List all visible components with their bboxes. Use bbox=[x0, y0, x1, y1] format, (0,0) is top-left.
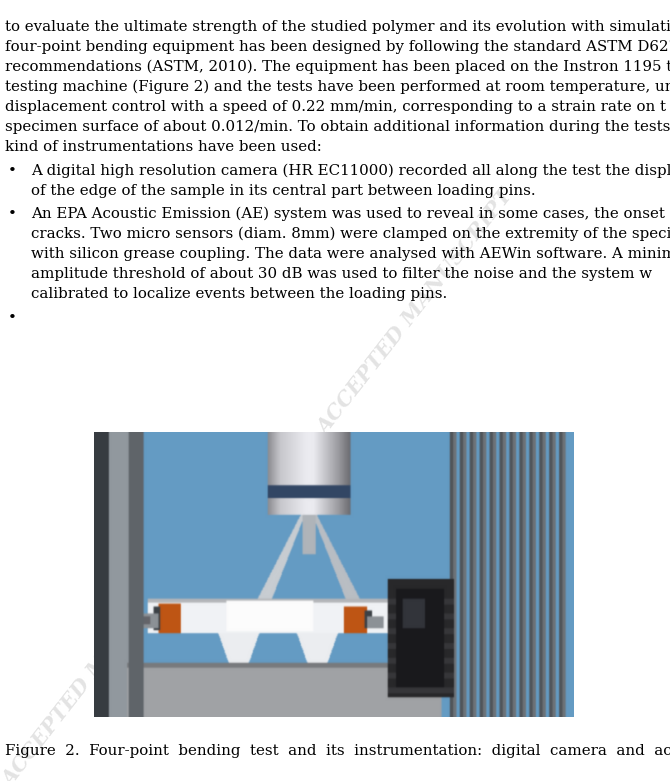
Text: testing machine (Figure 2) and the tests have been performed at room temperature: testing machine (Figure 2) and the tests… bbox=[5, 80, 670, 95]
Text: with silicon grease coupling. The data were analysed with AEWin software. A mini: with silicon grease coupling. The data w… bbox=[31, 247, 670, 261]
Text: displacement control with a speed of 0.22 mm/min, corresponding to a strain rate: displacement control with a speed of 0.2… bbox=[5, 100, 667, 114]
Text: Figure  2.  Four-point  bending  test  and  its  instrumentation:  digital  came: Figure 2. Four-point bending test and it… bbox=[5, 744, 670, 758]
Text: •: • bbox=[8, 311, 17, 325]
Text: four-point bending equipment has been designed by following the standard ASTM D6: four-point bending equipment has been de… bbox=[5, 40, 670, 54]
Text: •: • bbox=[8, 163, 17, 177]
Text: kind of instrumentations have been used:: kind of instrumentations have been used: bbox=[5, 141, 322, 155]
Text: of the edge of the sample in its central part between loading pins.: of the edge of the sample in its central… bbox=[31, 184, 535, 198]
Text: ACCEPTED MANUSCRIPT: ACCEPTED MANUSCRIPT bbox=[0, 537, 202, 781]
Text: •: • bbox=[8, 207, 17, 221]
Text: calibrated to localize events between the loading pins.: calibrated to localize events between th… bbox=[31, 287, 447, 301]
Text: amplitude threshold of about 30 dB was used to filter the noise and the system w: amplitude threshold of about 30 dB was u… bbox=[31, 267, 652, 281]
Text: recommendations (ASTM, 2010). The equipment has been placed on the Instron 1195 : recommendations (ASTM, 2010). The equipm… bbox=[5, 60, 670, 74]
Text: to evaluate the ultimate strength of the studied polymer and its evolution with : to evaluate the ultimate strength of the… bbox=[5, 20, 670, 34]
Text: specimen surface of about 0.012/min. To obtain additional information during the: specimen surface of about 0.012/min. To … bbox=[5, 120, 670, 134]
Text: ACCEPTED MANUSCRIPT: ACCEPTED MANUSCRIPT bbox=[314, 186, 517, 439]
Text: An EPA Acoustic Emission (AE) system was used to reveal in some cases, the onset: An EPA Acoustic Emission (AE) system was… bbox=[31, 207, 665, 221]
Text: cracks. Two micro sensors (diam. 8mm) were clamped on the extremity of the speci: cracks. Two micro sensors (diam. 8mm) we… bbox=[31, 227, 670, 241]
Text: A digital high resolution camera (HR EC11000) recorded all along the test the di: A digital high resolution camera (HR EC1… bbox=[31, 163, 670, 178]
